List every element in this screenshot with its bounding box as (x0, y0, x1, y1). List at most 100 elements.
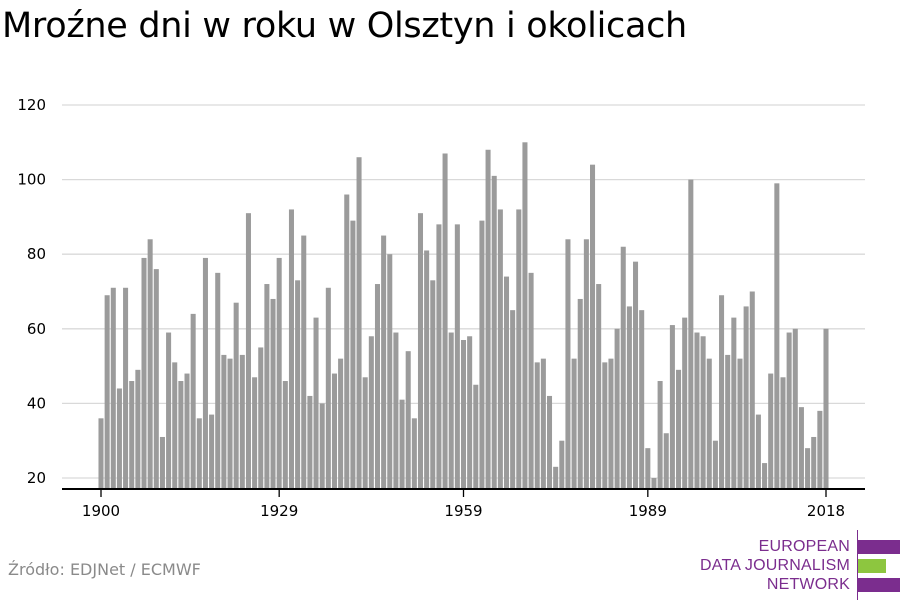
bar-1917 (202, 257, 208, 489)
y-tick-label-60: 60 (27, 320, 46, 338)
bar-1981 (596, 284, 602, 489)
bar-1925 (252, 377, 258, 489)
logo-bar-purple-top (858, 540, 900, 554)
bar-1997 (694, 332, 700, 489)
edjnet-logo[interactable]: EUROPEAN DATA JOURNALISM NETWORK (700, 528, 900, 600)
bar-1922 (233, 302, 239, 489)
bar-1969 (522, 142, 528, 490)
bar-2012 (786, 332, 792, 489)
x-tick-label-1900: 1900 (82, 502, 120, 520)
bar-1937 (325, 287, 331, 489)
bar-1926 (258, 347, 264, 489)
bar-1928 (270, 298, 276, 489)
bar-2002 (725, 354, 731, 489)
bar-1916 (196, 418, 202, 489)
bar-1915 (190, 313, 196, 489)
x-tick-label-1929: 1929 (260, 502, 298, 520)
bar-1995 (682, 317, 688, 489)
bar-2011 (780, 377, 786, 489)
bar-1936 (319, 403, 325, 489)
bar-1984 (614, 328, 620, 489)
bar-1932 (295, 280, 301, 489)
bar-1952 (417, 213, 424, 490)
bar-1919 (215, 272, 221, 489)
bar-2008 (762, 463, 768, 489)
bar-1949 (399, 399, 405, 489)
bar-2016 (811, 436, 817, 489)
bar-2004 (737, 358, 743, 489)
bar-1985 (620, 246, 626, 489)
source-note: Źródło: EDJNet / ECMWF (8, 560, 201, 579)
bar-1972 (540, 358, 546, 489)
bars (98, 142, 829, 490)
bar-2003 (731, 317, 737, 489)
bar-1956 (442, 153, 448, 490)
bar-1959 (460, 339, 467, 489)
bar-1911 (166, 332, 172, 489)
bar-1968 (516, 209, 522, 489)
bar-1947 (387, 254, 393, 489)
bar-1931 (288, 209, 294, 489)
bar-1964 (491, 175, 497, 489)
bar-1986 (626, 306, 632, 489)
bar-1939 (338, 358, 344, 489)
bar-1991 (657, 381, 663, 489)
bar-1966 (503, 276, 510, 489)
bar-1992 (663, 433, 669, 489)
bar-1924 (245, 213, 251, 490)
bar-1993 (669, 325, 675, 489)
bar-1971 (534, 362, 540, 489)
bar-2001 (719, 295, 725, 489)
bar-1942 (356, 157, 362, 489)
bar-1927 (264, 284, 270, 489)
bar-1955 (436, 224, 442, 490)
bar-1989 (645, 448, 651, 489)
bar-2018 (823, 328, 829, 489)
y-axis-ticks: 20 40 60 80 100 120 (17, 96, 46, 487)
bar-1987 (633, 261, 639, 489)
bar-1953 (424, 250, 430, 489)
chart-title: Mroźne dni w roku w Olsztyn i okolicach (2, 6, 687, 46)
bar-2007 (755, 414, 761, 489)
bar-1999 (706, 358, 712, 489)
bar-1983 (608, 358, 614, 489)
bar-1938 (331, 373, 337, 489)
y-tick-label-100: 100 (17, 171, 46, 189)
bar-1960 (467, 336, 473, 489)
bar-1974 (553, 466, 559, 489)
bar-1954 (430, 280, 436, 489)
bar-1990 (651, 478, 657, 489)
bar-1912 (172, 362, 178, 489)
bar-1961 (473, 384, 479, 489)
bar-1978 (577, 298, 583, 489)
bar-1943 (362, 377, 368, 489)
bar-2010 (774, 183, 780, 489)
logo-line-1: EUROPEAN (758, 538, 850, 555)
bar-1901 (104, 295, 110, 489)
bar-1930 (282, 381, 288, 489)
bar-1946 (381, 235, 387, 489)
bar-2015 (805, 448, 811, 489)
x-tick-label-2018: 2018 (807, 502, 845, 520)
bar-1934 (307, 395, 313, 489)
bar-1950 (405, 351, 411, 489)
bar-1963 (485, 149, 491, 489)
bar-1945 (374, 284, 381, 489)
bar-1921 (227, 358, 233, 489)
bar-1979 (583, 239, 589, 489)
x-axis: 1900 1929 1959 1989 2018 (62, 488, 865, 520)
bar-1973 (546, 395, 553, 489)
bar-1908 (147, 239, 153, 489)
bar-1975 (559, 440, 565, 489)
bar-1994 (676, 369, 682, 489)
bar-1988 (639, 310, 645, 489)
bar-2000 (712, 440, 718, 489)
x-tick-label-1989: 1989 (629, 502, 667, 520)
bar-1977 (571, 358, 577, 489)
bar-1929 (276, 257, 282, 489)
bar-1935 (313, 317, 319, 489)
bar-1980 (590, 164, 596, 489)
y-tick-label-80: 80 (27, 245, 46, 263)
logo-line-2: DATA JOURNALISM (700, 557, 850, 574)
bar-1902 (110, 287, 116, 489)
